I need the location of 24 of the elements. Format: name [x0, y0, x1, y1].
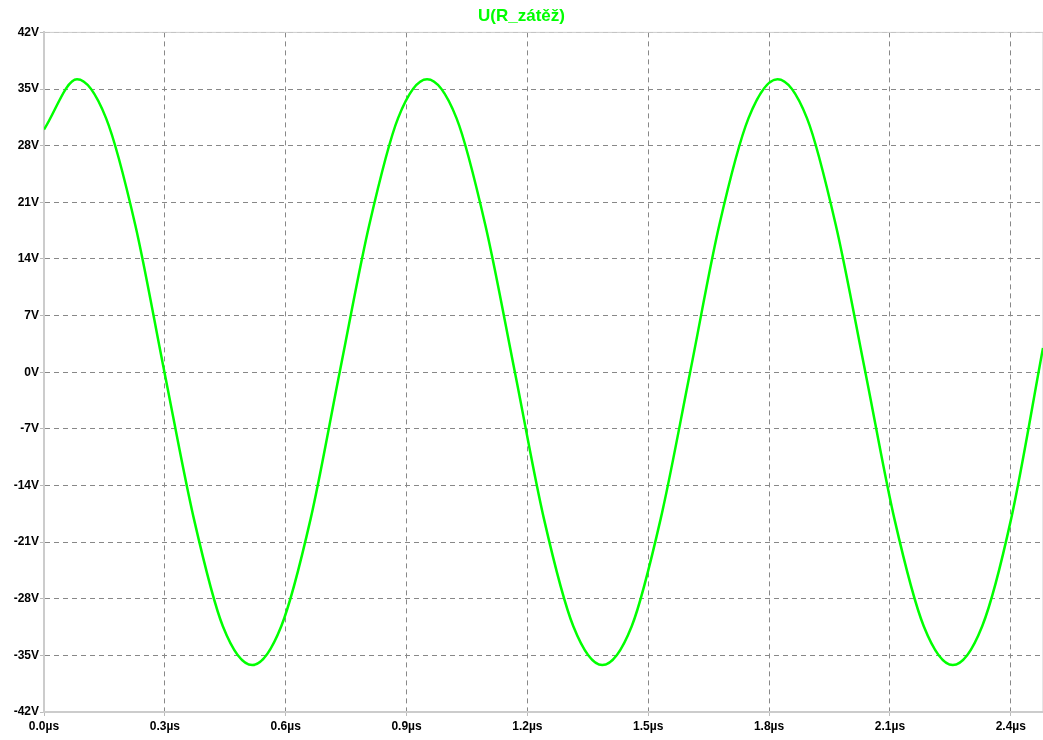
y-tick-label: 14V [17, 251, 39, 266]
y-tick-label: -14V [13, 477, 39, 492]
y-tick-label: -28V [13, 591, 39, 606]
y-tick-label: -42V [13, 704, 39, 719]
y-tick-label: 0V [24, 364, 39, 379]
x-tick-label: 2.4µs [995, 718, 1027, 733]
chart-title: U(R_zátěž) [478, 5, 565, 25]
x-tick-label: 0.6µs [270, 718, 302, 733]
x-tick-label: 0.0µs [28, 718, 60, 733]
y-tick-label: 28V [17, 137, 39, 152]
x-tick-label: 1.2µs [512, 718, 543, 733]
x-tick-label: 0.3µs [149, 718, 181, 733]
y-tick-label: -35V [13, 647, 39, 662]
y-tick-label: 7V [24, 307, 39, 322]
line-series [44, 78, 1043, 667]
y-tick-label: 35V [17, 81, 39, 96]
x-tick-label: 1.5µs [633, 718, 664, 733]
y-tick-label: 21V [17, 194, 39, 209]
y-tick-label: -21V [13, 534, 39, 549]
x-tick-label: 2.1µs [874, 718, 906, 733]
y-tick-label: 42V [17, 24, 39, 39]
x-tick-label: 1.8µs [753, 718, 785, 733]
y-tick-label: -7V [20, 421, 39, 436]
x-tick-label: 0.9µs [391, 718, 422, 733]
